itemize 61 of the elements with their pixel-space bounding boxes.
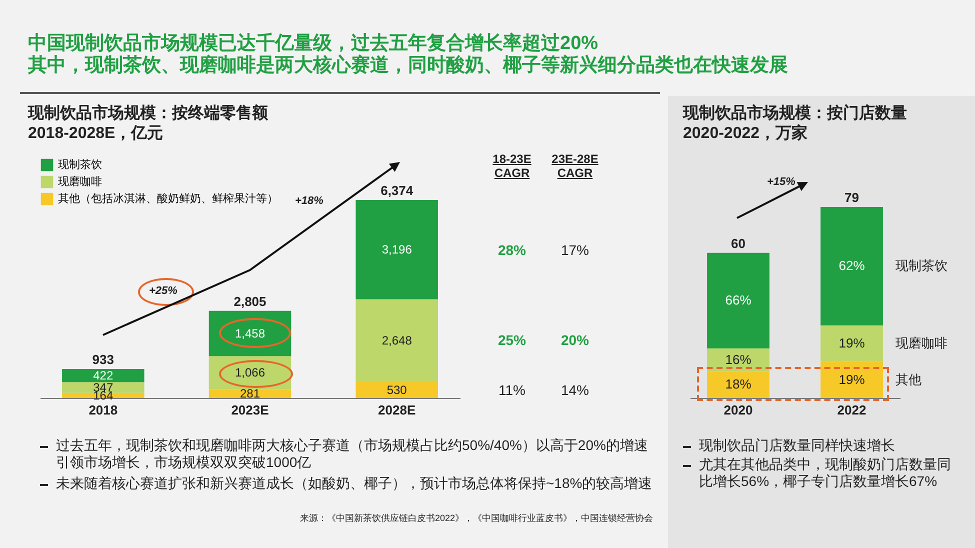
text: 未来随着核心赛道扩张和新兴赛道成长（如酸奶、椰子），预计市场总体将保持~18%的较高增速 [56, 475, 654, 492]
text: 23E-28E CAGR [550, 152, 600, 180]
annotation: 16% [725, 352, 752, 367]
text: 其中，现制茶饮、现磨咖啡是两大核心赛道，同时酸奶、椰子等新兴细分品类也在快速发展 [28, 55, 788, 76]
data-label: 1,066 [234, 366, 266, 380]
bar [820, 362, 883, 398]
text: 过去五年，现制茶饮和现磨咖啡两大核心子赛道（市场规模占比约50%/40%）以高于20%的增速引领市场增长，市场规模双双突破1000亿 [56, 437, 649, 471]
chart-title: 现制饮品市场规模：按终端零售额 [28, 105, 268, 122]
text: 尤其在其他品类中，现制酸奶门店数量同比增长56%，椰子专门店数量增长67% [699, 456, 952, 490]
annotation: 18% [725, 376, 752, 392]
total-label: 6,374 [380, 183, 414, 198]
chart-subtitle: 2018-2028E，亿元 [28, 125, 164, 142]
source-note: 来源：《中国新茶饮供应链白皮书2022》，《中国咖啡行业蓝皮书》，中国连锁经营协会 [300, 512, 654, 525]
legend-label: 其他（包括冰淇淋、酸奶鲜奶、鲜榨果汁等） [58, 192, 278, 205]
text: 79 [844, 190, 859, 205]
bar [707, 371, 770, 398]
text: 中国现制饮品市场规模已达千亿量级，过去五年复合增长率超过20% [28, 32, 598, 54]
legend-label: 现磨咖啡 [58, 175, 102, 188]
x-tick-label: 2022 [837, 402, 866, 418]
bar [820, 207, 883, 326]
total-label: 933 [92, 352, 114, 368]
annotation: 60 [731, 236, 746, 251]
data-label: 2,648 [382, 333, 412, 348]
series-label: 其他 [895, 372, 922, 387]
x-tick-label: 2028E [378, 402, 416, 418]
text: 20% [560, 332, 590, 348]
text: 14% [560, 382, 590, 398]
text: 28% [496, 242, 528, 258]
total-label: 2,805 [234, 294, 266, 309]
bar [356, 299, 438, 382]
x-tick-label: 2018 [88, 402, 118, 418]
bar [707, 252, 770, 348]
chart-title: 现制饮品市场规模：按门店数量 [683, 105, 907, 122]
bar [62, 369, 144, 382]
text: 11% [498, 382, 526, 398]
data-label: 530 [386, 382, 408, 397]
data-label: 422 [93, 368, 114, 383]
data-label: 281 [240, 386, 260, 401]
data-label: 1,458 [234, 326, 266, 341]
bar [356, 200, 438, 300]
x-tick-label: 2023E [231, 402, 270, 418]
annotation: +25% [148, 285, 178, 297]
series-label: 现磨咖啡 [895, 336, 948, 351]
text: 17% [560, 242, 590, 258]
text: 18-23E CAGR [492, 152, 532, 180]
annotation: 19% [838, 372, 866, 387]
annotation: 19% [838, 336, 866, 351]
data-label: 3,196 [382, 242, 412, 257]
text: +15% [766, 176, 796, 188]
text: 现制饮品门店数量同样快速增长 [699, 437, 896, 454]
annotation: 62% [838, 258, 866, 274]
annotation: +18% [294, 195, 324, 207]
series-label: 现制茶饮 [895, 258, 948, 274]
legend-label: 现制茶饮 [58, 158, 102, 171]
annotation: 66% [725, 292, 752, 308]
bar [820, 325, 883, 362]
x-tick-label: 2020 [724, 402, 753, 418]
chart-subtitle: 2020-2022，万家 [683, 125, 808, 142]
bar [356, 382, 438, 398]
bar [62, 382, 144, 393]
text: 25% [496, 332, 528, 348]
